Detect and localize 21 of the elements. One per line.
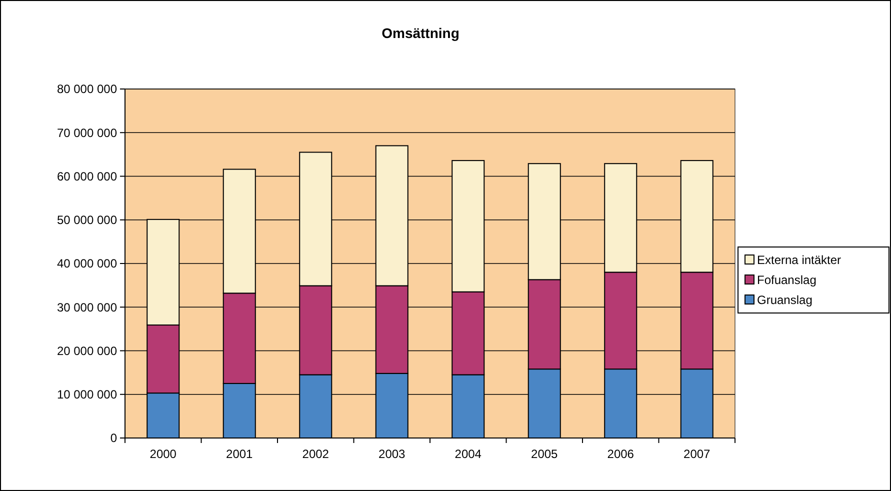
x-tick-label: 2001: [226, 447, 254, 461]
y-tick-label: 30 000 000: [56, 300, 118, 314]
legend-label: Fofuanslag: [757, 273, 816, 288]
y-tick-label: 50 000 000: [56, 213, 118, 228]
chart-title: Omsättning: [382, 25, 460, 41]
y-tick-label: 10 000 000: [56, 388, 118, 402]
y-tick-label: 80 000 000: [56, 82, 118, 96]
x-tick-label: 2006: [607, 447, 634, 461]
x-tick-label: 2007: [684, 447, 711, 461]
y-tick-label: 70 000 000: [56, 126, 118, 140]
x-tick-label: 2000: [150, 447, 177, 461]
y-tick-label: 40 000 000: [56, 256, 118, 271]
legend-label: Externa intäkter: [757, 253, 842, 268]
x-tick-label: 2005: [531, 447, 558, 461]
legend-label: Gruanslag: [757, 293, 812, 308]
y-tick-label: 60 000 000: [56, 169, 118, 184]
x-tick-label: 2002: [302, 447, 330, 461]
y-tick-label: 20 000 000: [56, 344, 118, 358]
y-tick-label: 0: [110, 431, 118, 446]
x-tick-label: 2004: [454, 447, 482, 461]
x-tick-label: 2003: [378, 447, 406, 461]
